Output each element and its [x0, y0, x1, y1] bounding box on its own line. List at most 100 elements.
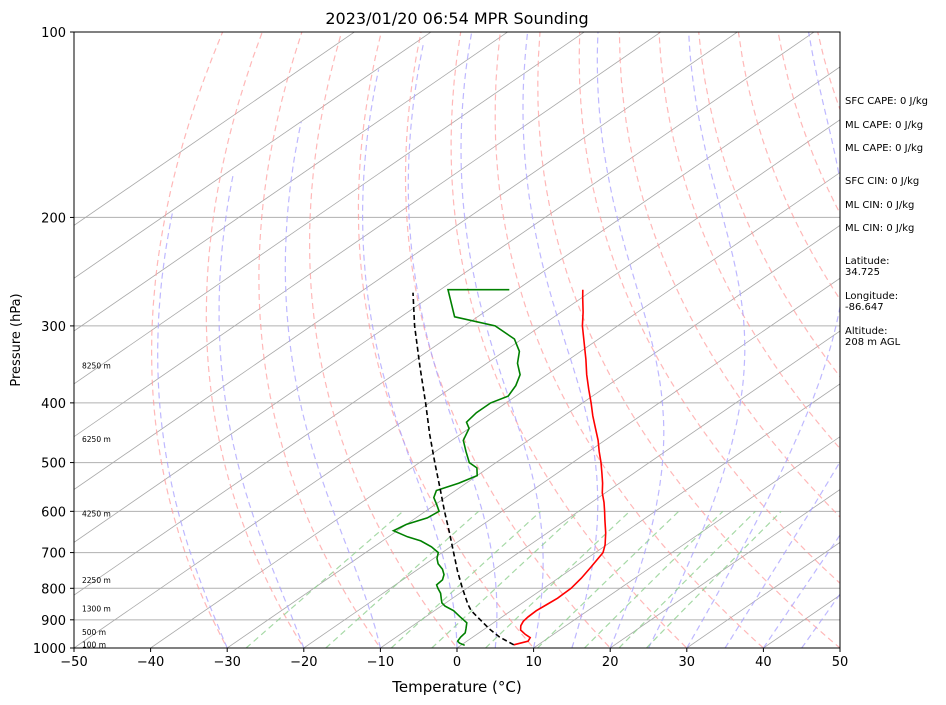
isotherm-line [303, 277, 840, 648]
x-tick-label: −30 [213, 655, 240, 670]
grid-layer [74, 32, 840, 648]
chart-title: 2023/01/20 06:54 MPR Sounding [325, 9, 588, 28]
y-tick-label: 800 [41, 582, 66, 597]
longitude-label: Longitude: [845, 291, 898, 302]
x-tick-label: 40 [755, 655, 772, 670]
x-tick-label: −50 [60, 655, 87, 670]
moist-adiabat-line [522, 32, 599, 648]
mixing-ratio-line [584, 510, 724, 648]
mixing-ratio-line [325, 510, 480, 648]
isotherm-line [74, 66, 840, 596]
parcel-profile-line [412, 292, 515, 646]
longitude-value: -86.647 [845, 302, 884, 313]
temperature-profile-line [513, 289, 607, 646]
isotherm-line [379, 330, 840, 648]
isotherm-line [74, 32, 815, 543]
y-tick-label: 700 [41, 547, 66, 562]
height-label: 2250 m [82, 576, 111, 585]
isotherm-line [74, 32, 585, 385]
dry-adiabat-line [308, 32, 458, 648]
isotherm-line [609, 489, 840, 648]
height-label: 4250 m [82, 510, 111, 519]
height-label: 100 m [82, 640, 106, 649]
dry-adiabat-line [698, 32, 840, 378]
isotherm-line [74, 32, 432, 279]
ml-cin-text: ML CIN: 0 J/kg [845, 200, 914, 211]
isotherm-line [149, 172, 840, 648]
altitude-value: 208 m AGL [845, 337, 901, 348]
sfc-cin-text: SFC CIN: 0 J/kg [845, 176, 919, 187]
ml-cin-text-2: ML CIN: 0 J/kg [845, 223, 914, 234]
height-label: 1300 m [82, 605, 111, 614]
moist-adiabat-line [362, 69, 458, 648]
y-tick-label: 1000 [33, 642, 66, 657]
y-axis-label: Pressure (hPa) [9, 293, 24, 386]
dry-adiabat-line [404, 32, 612, 648]
dry-adiabat-line [357, 32, 535, 648]
dry-adiabat-line [494, 32, 765, 648]
x-tick-label: −10 [367, 655, 394, 670]
moist-adiabat-line [724, 460, 840, 648]
dry-adiabat-line [928, 4, 946, 661]
y-tick-label: 200 [41, 211, 66, 226]
mixing-ratio-line [390, 510, 542, 648]
x-tick-label: 0 [453, 655, 461, 670]
ml-cape-text: ML CAPE: 0 J/kg [845, 120, 923, 131]
height-label: 500 m [82, 628, 106, 637]
height-label: 8250 m [82, 362, 111, 371]
moist-adiabat-line [762, 534, 840, 648]
isotherm-line [532, 436, 840, 648]
moist-adiabat-line [407, 44, 498, 648]
isotherm-line [74, 32, 662, 438]
isotherm-line [74, 119, 840, 648]
y-tick-label: 900 [41, 614, 66, 629]
mixing-ratio-line [618, 510, 756, 648]
sfc-cape-text: SFC CAPE: 0 J/kg [845, 96, 928, 107]
x-tick-label: 30 [679, 655, 696, 670]
moist-adiabat-line [460, 32, 544, 648]
altitude-label: Altitude: [845, 326, 887, 337]
moist-adiabat-line [218, 173, 305, 648]
data-series [391, 288, 607, 647]
x-tick-label: 20 [602, 655, 619, 670]
y-tick-label: 300 [41, 320, 66, 335]
moist-adiabat-line [686, 32, 840, 648]
isotherm-line [74, 32, 739, 491]
y-tick-label: 100 [41, 26, 66, 41]
dry-adiabat-line [618, 32, 840, 518]
x-tick-label: 10 [525, 655, 542, 670]
isotherm-line [74, 32, 356, 226]
dry-adiabat-line [578, 32, 840, 585]
moist-adiabat-line [596, 32, 665, 648]
reference-lines [150, 4, 946, 661]
x-axis-label: Temperature (°C) [391, 678, 521, 696]
isotherm-line [74, 32, 509, 332]
latitude-value: 34.725 [845, 267, 880, 278]
mixing-ratio-line [645, 510, 782, 648]
mixing-ratio-line [537, 510, 680, 648]
isotherm-line [686, 541, 840, 648]
x-axis: −50 −40 −30 −20 −10 0 10 20 30 40 50 [60, 648, 848, 670]
stats-panel: SFC CAPE: 0 J/kg ML CAPE: 0 J/kg ML CAPE… [845, 96, 928, 348]
moist-adiabat-line [157, 210, 228, 648]
mixing-ratio-line [245, 510, 404, 648]
x-tick-label: 50 [832, 655, 849, 670]
x-tick-label: −20 [290, 655, 317, 670]
height-label: 6250 m [82, 435, 111, 444]
isotherm-line [226, 224, 840, 648]
dry-adiabat-line [450, 32, 688, 648]
moist-adiabat-line [284, 121, 381, 648]
y-tick-label: 600 [41, 505, 66, 520]
latitude-label: Latitude: [845, 256, 890, 267]
moist-adiabat-line [801, 593, 840, 648]
y-tick-label: 500 [41, 457, 66, 472]
y-axis: 1000 900 800 700 600 500 400 300 200 100 [33, 26, 74, 657]
dry-adiabat-line [537, 32, 840, 648]
ml-cape-text-2: ML CAPE: 0 J/kg [845, 143, 923, 154]
dewpoint-profile-line [391, 288, 521, 647]
height-labels: 100 m 500 m 1300 m 2250 m 4250 m 6250 m 8250 m [82, 362, 111, 650]
dry-adiabat-line [737, 32, 840, 301]
isotherm-line [456, 383, 840, 648]
